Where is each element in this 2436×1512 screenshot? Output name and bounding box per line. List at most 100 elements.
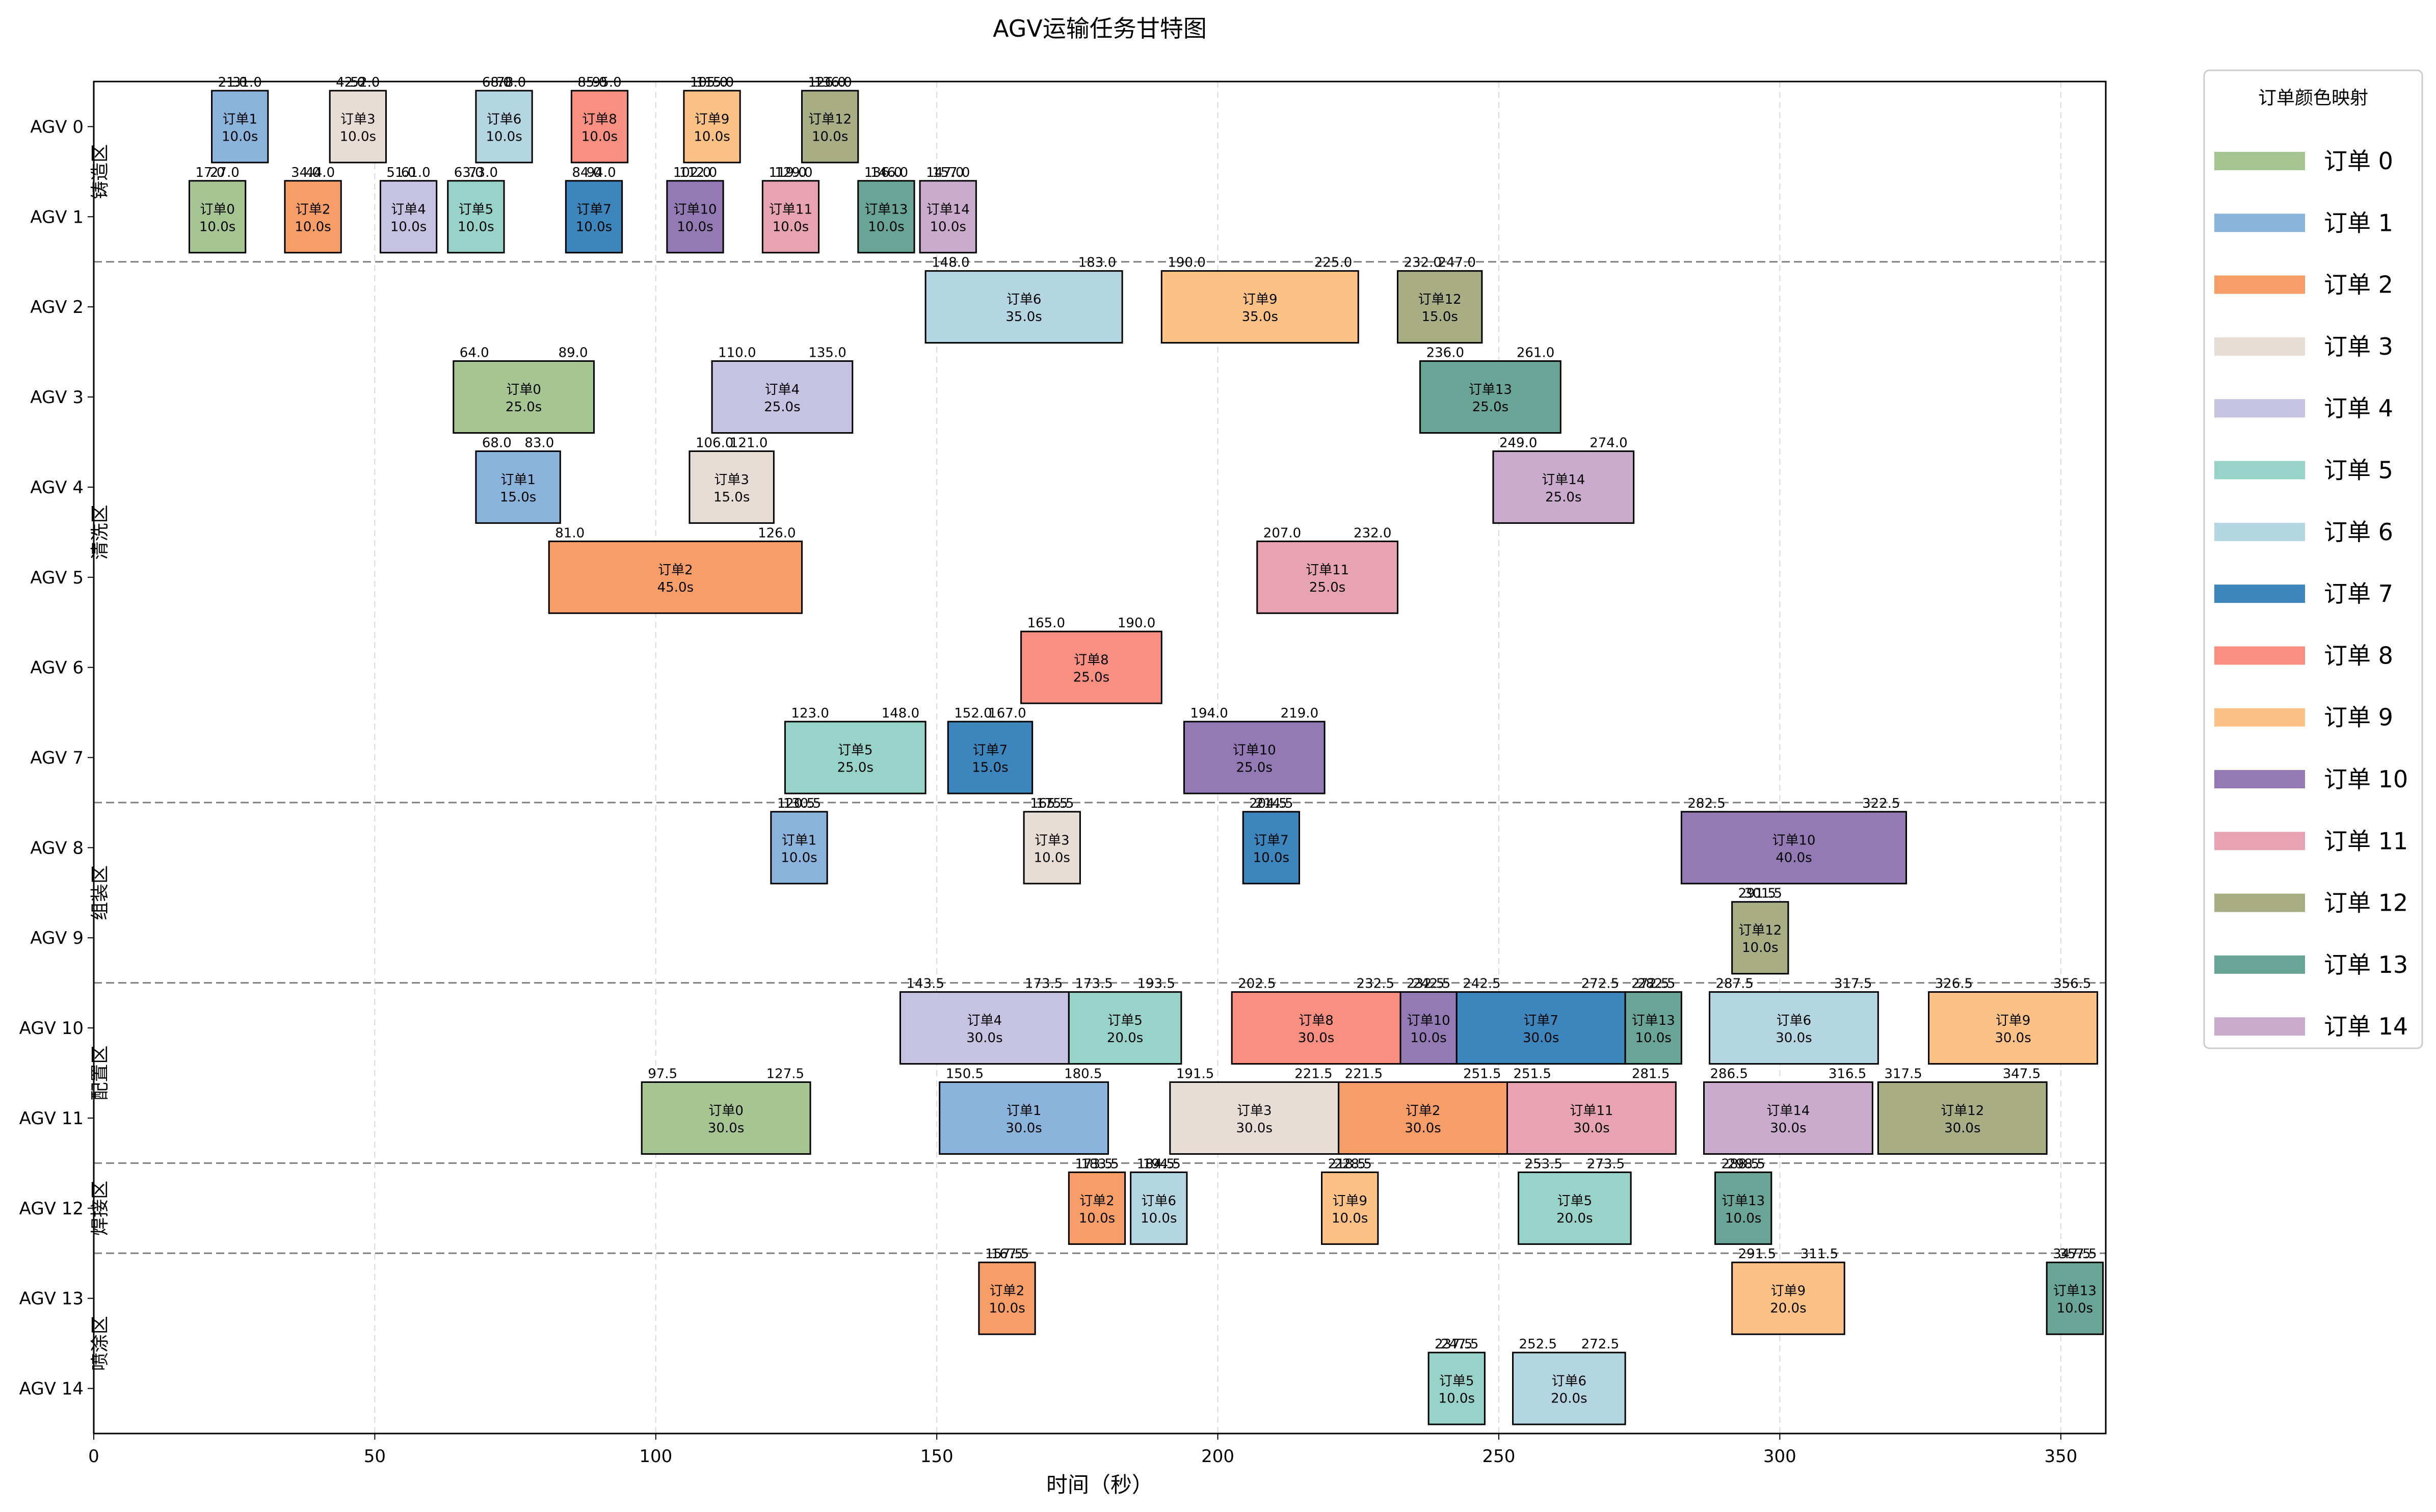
task-duration-label: 30.0s — [1770, 1121, 1806, 1136]
task-order-label: 订单6 — [487, 112, 522, 127]
task-bar — [784, 721, 926, 794]
task-end-label: 311.5 — [1800, 1246, 1838, 1262]
task-bar — [570, 90, 629, 164]
task-bar — [978, 1261, 1036, 1335]
task-order-label: 订单13 — [1632, 1013, 1675, 1028]
task-bar — [1068, 1171, 1126, 1245]
task-end-label: 183.0 — [1078, 255, 1116, 271]
task-duration-label: 10.0s — [1253, 850, 1289, 865]
legend-entry-label: 订单 7 — [2324, 580, 2393, 607]
task-end-label: 261.0 — [1517, 346, 1554, 361]
task-bar — [924, 270, 1123, 344]
task-order-label: 订单14 — [1766, 1103, 1810, 1119]
task-bar — [1731, 901, 1789, 975]
legend-swatch — [2214, 275, 2305, 294]
task-order-label: 订单7 — [1523, 1013, 1558, 1028]
task-bar — [689, 450, 775, 524]
task-bar — [1338, 1081, 1508, 1155]
task-bar — [1256, 540, 1398, 614]
task-duration-label: 25.0s — [506, 400, 542, 415]
task-duration-label: 15.0s — [713, 490, 750, 505]
task-duration-label: 10.0s — [1079, 1211, 1115, 1226]
task-end-label: 356.5 — [2053, 976, 2091, 992]
task-bar — [1130, 1171, 1188, 1245]
zone-label: 配置区 — [90, 1046, 111, 1101]
legend-swatch — [2214, 214, 2305, 232]
task-bar — [666, 180, 724, 254]
task-bar — [1399, 991, 1458, 1065]
task-end-label: 316.5 — [1829, 1066, 1866, 1081]
legend-swatch — [2214, 770, 2305, 788]
legend-entry-label: 订单 4 — [2324, 394, 2393, 422]
task-start-label: 123.0 — [791, 706, 829, 721]
task-order-label: 订单9 — [695, 112, 730, 127]
task-start-label: 207.0 — [1263, 525, 1301, 541]
task-end-label: 94.0 — [587, 165, 616, 180]
task-bar — [1709, 991, 1879, 1065]
legend-swatch — [2214, 522, 2305, 541]
x-axis-label: 时间（秒） — [1046, 1472, 1153, 1497]
task-order-label: 订单9 — [1996, 1013, 2031, 1028]
task-duration-label: 10.0s — [1141, 1211, 1177, 1226]
task-end-label: 175.5 — [1036, 796, 1074, 811]
y-tick-label: AGV 11 — [19, 1108, 84, 1129]
task-end-label: 190.0 — [1118, 616, 1155, 631]
task-duration-label: 30.0s — [1944, 1121, 1980, 1136]
task-end-label: 148.0 — [882, 706, 919, 721]
task-bar — [1714, 1171, 1772, 1245]
task-bar — [1455, 991, 1626, 1065]
task-duration-label: 10.0s — [677, 219, 713, 234]
task-duration-label: 10.0s — [1742, 940, 1778, 956]
task-start-label: 148.0 — [932, 255, 969, 271]
task-duration-label: 10.0s — [199, 219, 235, 234]
y-tick-label: AGV 8 — [30, 838, 84, 858]
task-end-label: 83.0 — [524, 435, 554, 450]
task-start-label: 173.5 — [1075, 976, 1113, 992]
legend-entry-label: 订单 6 — [2324, 518, 2393, 546]
task-duration-label: 10.0s — [930, 219, 966, 234]
y-tick-label: AGV 4 — [30, 478, 84, 498]
task-duration-label: 30.0s — [1523, 1030, 1559, 1046]
task-start-label: 249.0 — [1499, 435, 1537, 450]
legend-swatch — [2214, 708, 2305, 727]
task-start-label: 287.5 — [1716, 976, 1754, 992]
task-bar — [711, 360, 854, 434]
task-bar — [641, 1081, 811, 1155]
task-end-label: 357.5 — [2059, 1246, 2097, 1262]
task-end-label: 272.5 — [1581, 1337, 1619, 1352]
task-order-label: 订单1 — [782, 833, 817, 848]
y-tick-label: AGV 5 — [30, 568, 84, 588]
task-bar — [1183, 721, 1326, 794]
task-order-label: 订单3 — [1237, 1103, 1272, 1119]
task-bar — [857, 180, 915, 254]
task-end-label: 173.5 — [1025, 976, 1063, 992]
task-end-label: 136.0 — [814, 75, 852, 90]
y-tick-label: AGV 1 — [30, 207, 84, 227]
task-start-label: 17.0 — [195, 165, 225, 180]
task-order-label: 订单12 — [1941, 1103, 1984, 1119]
task-order-label: 订单10 — [1233, 743, 1276, 758]
task-end-label: 127.5 — [766, 1066, 804, 1081]
zone-separators — [94, 261, 2106, 1254]
task-order-label: 订单2 — [658, 563, 693, 578]
x-tick-label: 50 — [364, 1446, 386, 1467]
task-start-label: 288.5 — [1722, 1156, 1759, 1172]
task-order-label: 订单10 — [1407, 1013, 1450, 1028]
task-bar — [1518, 1171, 1632, 1245]
task-duration-label: 20.0s — [1556, 1211, 1593, 1226]
task-order-label: 订单0 — [200, 202, 235, 217]
task-bar — [1160, 270, 1359, 344]
legend-entry-label: 订单 5 — [2324, 457, 2393, 484]
task-order-label: 订单12 — [1418, 292, 1462, 307]
task-end-label: 247.0 — [1438, 255, 1475, 271]
legend-entry-label: 订单 11 — [2324, 827, 2408, 855]
legend-entry-label: 订单 3 — [2324, 333, 2393, 360]
task-bar — [939, 1081, 1109, 1155]
y-tick-label: AGV 0 — [30, 117, 84, 137]
task-duration-label: 20.0s — [1770, 1301, 1806, 1316]
task-end-label: 273.5 — [1587, 1156, 1625, 1172]
task-order-label: 订单0 — [708, 1103, 744, 1119]
zone-label: 喷涂区 — [90, 1316, 111, 1371]
task-order-label: 订单13 — [1722, 1193, 1765, 1209]
task-end-label: 129.0 — [775, 165, 812, 180]
